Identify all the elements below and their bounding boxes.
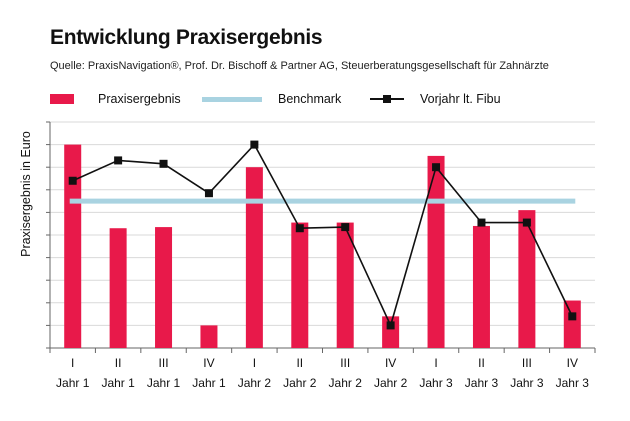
vorjahr-marker xyxy=(477,218,486,227)
vorjahr-marker xyxy=(432,163,441,172)
legend-item-vorjahr: Vorjahr lt. Fibu xyxy=(370,92,501,106)
bar-praxisergebnis xyxy=(336,222,354,348)
legend-label-vorjahr: Vorjahr lt. Fibu xyxy=(420,92,501,106)
bar-praxisergebnis xyxy=(472,225,490,348)
x-tick-label-year: Jahr 1 xyxy=(56,376,90,390)
x-tick-label-year: Jahr 1 xyxy=(147,376,181,390)
x-tick-label-year: Jahr 2 xyxy=(329,376,363,390)
legend-item-benchmark: Benchmark xyxy=(202,92,341,106)
x-tick-label-year: Jahr 3 xyxy=(419,376,453,390)
x-tick-label-quarter: I xyxy=(253,356,256,370)
vorjahr-marker xyxy=(386,321,395,330)
legend-label-praxisergebnis: Praxisergebnis xyxy=(98,92,181,106)
bar-praxisergebnis xyxy=(427,155,445,348)
vorjahr-line xyxy=(72,143,574,328)
x-tick-label-quarter: III xyxy=(340,356,350,370)
x-tick-label-quarter: III xyxy=(522,356,532,370)
x-tick-label-quarter: III xyxy=(159,356,169,370)
vorjahr-marker xyxy=(295,224,304,233)
x-tick-label-year: Jahr 2 xyxy=(283,376,317,390)
vorjahr-marker xyxy=(522,218,531,227)
bar-praxisergebnis xyxy=(109,228,127,348)
x-tick-label-quarter: IV xyxy=(385,356,396,370)
vorjahr-marker xyxy=(341,223,350,232)
x-tick-label-quarter: IV xyxy=(203,356,214,370)
chart-source: Quelle: PraxisNavigation®, Prof. Dr. Bis… xyxy=(50,60,549,72)
chart-legend: Praxisergebnis Benchmark Vorjahr lt. Fib… xyxy=(0,92,630,110)
x-tick-label-year: Jahr 3 xyxy=(556,376,590,390)
vorjahr-marker xyxy=(204,189,213,198)
bar-praxisergebnis xyxy=(518,210,536,348)
x-tick-label-year: Jahr 1 xyxy=(192,376,226,390)
x-tick-label-year: Jahr 2 xyxy=(374,376,408,390)
bar-praxisergebnis xyxy=(64,144,82,348)
x-tick-label-year: Jahr 3 xyxy=(510,376,544,390)
vorjahr-marker xyxy=(250,140,259,149)
vorjahr-marker xyxy=(568,312,577,321)
bar-praxisergebnis xyxy=(200,325,218,348)
legend-swatch-line xyxy=(370,94,404,104)
legend-swatch-bar xyxy=(50,94,74,104)
x-tick-label-quarter: II xyxy=(115,356,122,370)
x-tick-label-year: Jahr 1 xyxy=(101,376,135,390)
x-tick-label-quarter: II xyxy=(296,356,303,370)
vorjahr-marker xyxy=(159,159,168,168)
x-tick-label-quarter: I xyxy=(71,356,74,370)
legend-swatch-benchmark xyxy=(202,96,262,102)
bar-praxisergebnis xyxy=(291,222,309,348)
chart-title: Entwicklung Praxisergebnis xyxy=(50,26,323,49)
bar-praxisergebnis xyxy=(155,227,173,348)
x-tick-label-quarter: II xyxy=(478,356,485,370)
x-tick-label-year: Jahr 2 xyxy=(238,376,272,390)
vorjahr-marker xyxy=(68,176,77,185)
x-tick-label-quarter: I xyxy=(434,356,437,370)
vorjahr-marker xyxy=(114,156,123,165)
x-tick-label-year: Jahr 3 xyxy=(465,376,499,390)
bar-praxisergebnis xyxy=(245,167,263,348)
legend-item-praxisergebnis: Praxisergebnis xyxy=(50,92,181,106)
x-tick-label-quarter: IV xyxy=(567,356,578,370)
bar-praxisergebnis xyxy=(382,316,400,348)
legend-label-benchmark: Benchmark xyxy=(278,92,342,106)
bar-praxisergebnis xyxy=(563,300,581,348)
